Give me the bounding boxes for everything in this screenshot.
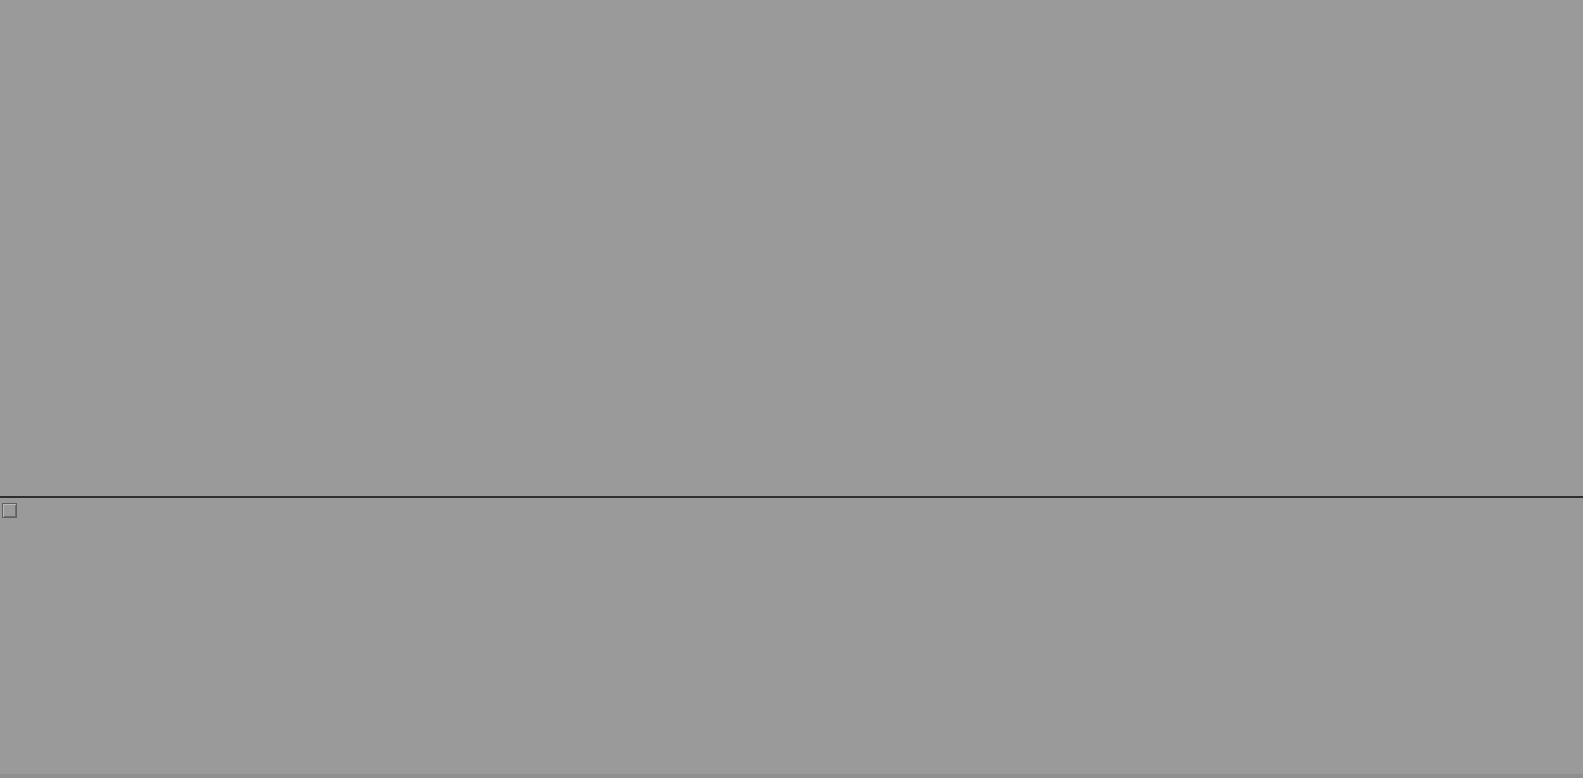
bottom-margin-strip: [0, 774, 1583, 778]
close-icon[interactable]: [2, 503, 17, 518]
indicator-header: [2, 503, 54, 518]
panel-divider[interactable]: [0, 496, 1583, 498]
